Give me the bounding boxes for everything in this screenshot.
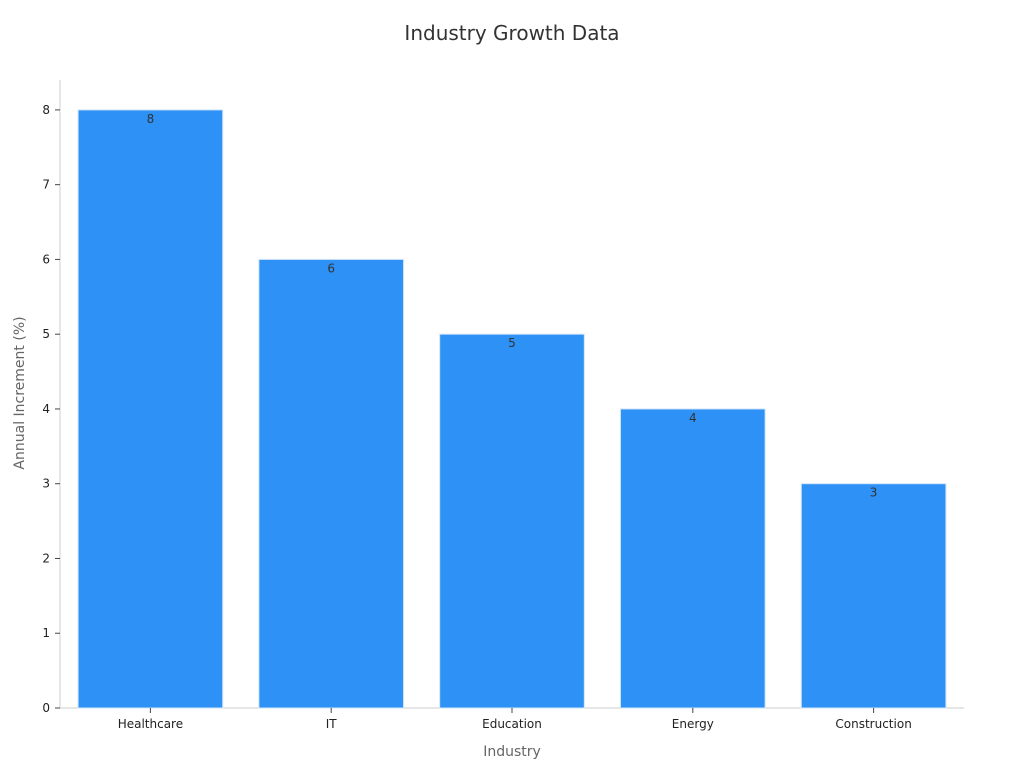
bar-it: [258, 258, 405, 709]
data-label: 3: [870, 486, 878, 500]
x-tick-label: Education: [482, 717, 542, 731]
bar-healthcare: [77, 109, 224, 709]
data-label: 4: [689, 411, 697, 425]
y-tick-label: 5: [42, 327, 50, 341]
x-tick-label: Healthcare: [118, 717, 183, 731]
y-tick-label: 7: [42, 178, 50, 192]
data-label: 8: [147, 112, 155, 126]
y-tick-label: 4: [42, 402, 50, 416]
y-tick-label: 6: [42, 252, 50, 266]
data-label: 6: [327, 261, 335, 275]
bar-education: [439, 333, 585, 709]
x-tick-label: IT: [326, 717, 338, 731]
x-axis-title: Industry: [483, 744, 541, 760]
data-label: 5: [508, 336, 516, 350]
y-tick-label: 1: [42, 626, 50, 640]
x-tick-label: Energy: [672, 717, 714, 731]
bar-energy: [619, 408, 766, 709]
y-tick-label: 2: [42, 551, 50, 565]
y-tick-label: 3: [42, 477, 50, 491]
chart-title: Industry Growth Data: [404, 21, 619, 45]
y-tick-label: 0: [42, 701, 50, 715]
y-tick-label: 8: [42, 103, 50, 117]
x-tick-label: Construction: [835, 717, 911, 731]
y-axis-title: Annual Increment (%): [12, 316, 28, 469]
plot-area: 0 1 2 3 4 5 6 7 8 Healthcare 8 IT 6 Education 5 Energy 4…: [42, 80, 964, 731]
bar-construction: [800, 483, 947, 709]
